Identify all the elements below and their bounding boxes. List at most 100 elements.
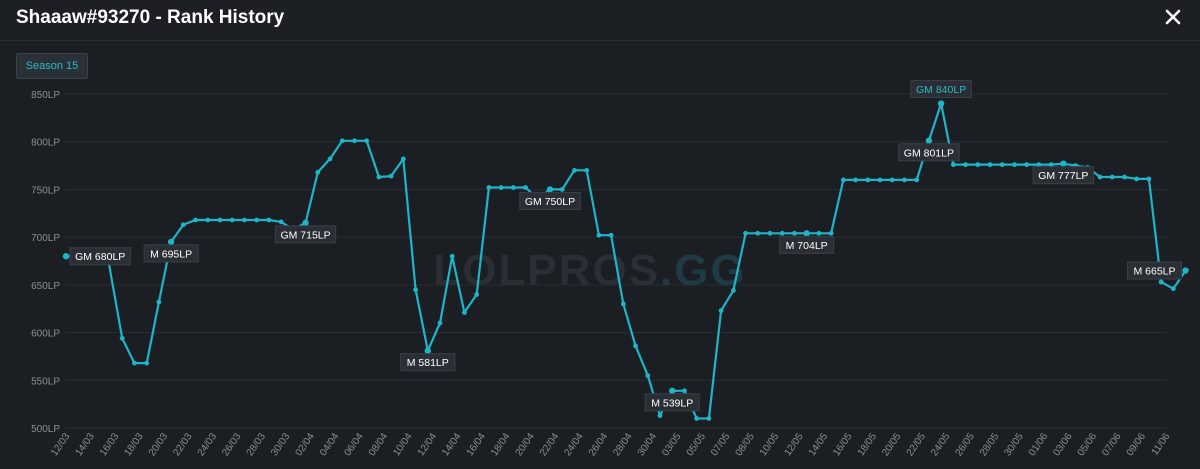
data-point[interactable] [254,217,260,223]
data-point[interactable] [449,253,455,259]
data-point[interactable] [975,162,981,168]
data-point[interactable] [474,292,480,297]
annotated-point[interactable] [62,253,70,260]
data-point[interactable] [144,360,150,366]
data-point[interactable] [242,217,247,223]
annotated-point[interactable] [937,100,945,107]
data-point[interactable] [266,217,272,223]
data-point[interactable] [694,416,700,421]
data-point[interactable] [559,187,565,192]
data-point[interactable] [1024,162,1030,168]
data-point[interactable] [914,177,920,183]
x-tick-label: 26/04 [587,431,611,458]
data-point[interactable] [364,138,370,144]
data-point[interactable] [987,162,993,168]
data-point[interactable] [767,230,773,236]
annotated-point[interactable] [925,137,933,144]
data-point[interactable] [730,288,736,293]
annotated-point[interactable] [546,186,554,193]
data-point[interactable] [132,360,137,366]
data-point[interactable] [1170,286,1176,292]
season-15-button[interactable]: Season 15 [16,53,88,79]
data-point[interactable] [999,162,1005,168]
data-point[interactable] [388,173,394,179]
data-point[interactable] [889,177,895,183]
data-point[interactable] [193,217,198,223]
data-point[interactable] [816,230,822,236]
data-point[interactable] [1146,176,1152,182]
data-point[interactable] [633,343,638,349]
x-tick-label: 16/03 [98,431,122,458]
data-point[interactable] [327,156,333,162]
data-point[interactable] [902,177,907,183]
data-point[interactable] [462,310,467,315]
watermark-suffix: .GG [660,246,747,295]
data-point[interactable] [1158,279,1164,285]
data-point[interactable] [339,138,345,144]
x-tick-label: 07/06 [1100,431,1124,458]
data-point[interactable] [180,222,186,228]
data-point[interactable] [865,177,871,183]
data-point[interactable] [1122,174,1127,180]
data-point[interactable] [853,177,858,183]
annotated-point[interactable] [302,219,309,227]
data-point[interactable] [498,185,504,190]
data-point[interactable] [1109,174,1115,180]
data-point[interactable] [718,308,724,314]
data-point[interactable] [437,320,443,326]
data-point[interactable] [119,335,125,341]
x-tick-label: 06/04 [342,431,366,458]
annotated-point[interactable] [424,347,431,354]
annotated-point[interactable] [167,238,175,246]
close-icon[interactable] [1162,6,1184,28]
data-point[interactable] [205,217,211,223]
y-tick-label: 550LP [31,376,60,387]
data-point[interactable] [1097,174,1103,180]
data-point[interactable] [608,232,614,238]
data-point[interactable] [376,174,382,180]
data-point[interactable] [645,373,651,378]
data-point[interactable] [706,416,712,421]
annotated-point[interactable] [1182,267,1189,274]
x-tick-label: 08/04 [367,431,391,458]
data-point[interactable] [1134,176,1140,182]
data-point[interactable] [963,162,968,168]
data-point[interactable] [596,232,602,238]
data-point[interactable] [400,156,406,162]
data-point[interactable] [315,169,321,175]
data-point[interactable] [682,388,687,394]
data-point[interactable] [779,230,785,236]
data-point[interactable] [572,167,577,173]
x-tick-label: 28/05 [978,431,1002,458]
data-point[interactable] [950,162,956,168]
data-point[interactable] [584,167,590,173]
data-point[interactable] [657,413,663,418]
data-point[interactable] [877,177,883,183]
data-point[interactable] [352,138,357,144]
data-point[interactable] [1012,162,1017,168]
data-point[interactable] [620,301,626,307]
data-point[interactable] [828,230,834,236]
data-point[interactable] [743,230,748,236]
annotated-point[interactable] [803,230,810,237]
x-tick-label: 02/04 [294,431,318,458]
data-point[interactable] [1036,162,1042,168]
annotated-point[interactable] [669,387,676,394]
x-tick-label: 01/06 [1027,431,1051,458]
data-point[interactable] [523,185,528,190]
data-point[interactable] [840,177,846,183]
data-point[interactable] [792,230,797,236]
data-point[interactable] [278,219,284,225]
y-tick-label: 800LP [31,138,60,149]
data-point[interactable] [217,217,223,223]
data-point[interactable] [156,299,162,305]
x-tick-label: 09/06 [1125,431,1149,458]
data-point[interactable] [413,287,418,293]
annotated-point[interactable] [1060,160,1067,167]
data-point[interactable] [510,185,516,190]
data-point[interactable] [229,217,235,223]
data-point[interactable] [1048,162,1054,168]
point-label-text: GM 750LP [525,196,575,208]
data-point[interactable] [755,230,761,236]
data-point[interactable] [486,185,492,190]
